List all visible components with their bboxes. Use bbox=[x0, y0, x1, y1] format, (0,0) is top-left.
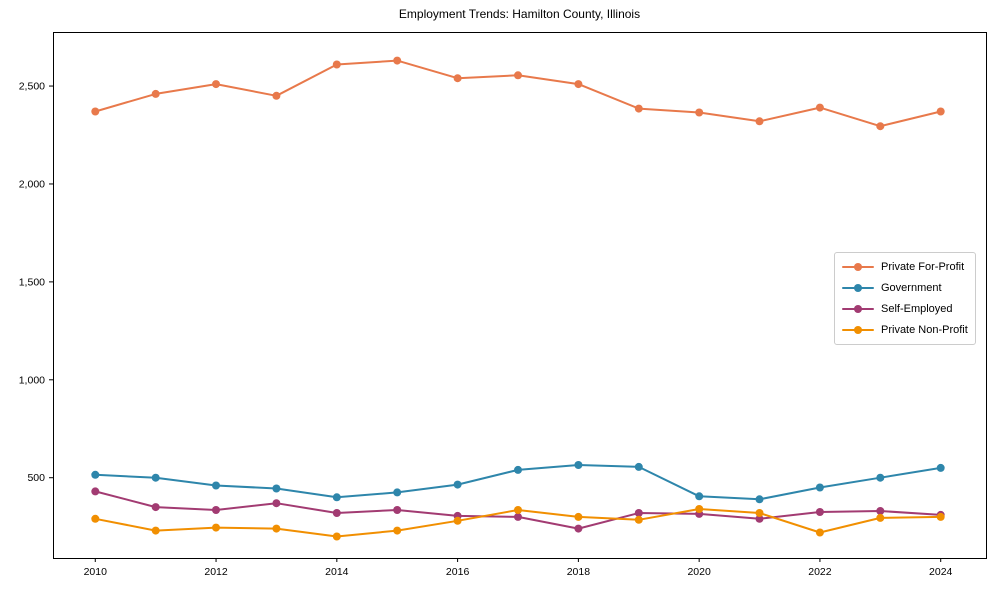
data-point bbox=[393, 506, 402, 514]
y-tick-label: 500 bbox=[27, 472, 45, 484]
data-point bbox=[91, 487, 100, 496]
data-point bbox=[574, 461, 583, 469]
series-private-for-profit bbox=[91, 56, 945, 131]
data-point bbox=[393, 56, 402, 65]
data-point bbox=[151, 526, 160, 535]
data-point bbox=[91, 470, 100, 479]
data-point bbox=[393, 488, 402, 497]
legend: Private For-Profit Government Self-Emplo… bbox=[834, 252, 976, 345]
data-point bbox=[453, 516, 462, 525]
data-point bbox=[212, 80, 220, 89]
data-point bbox=[514, 506, 522, 514]
legend-line-marker-icon bbox=[842, 283, 874, 293]
data-point bbox=[574, 80, 583, 89]
data-point bbox=[876, 513, 885, 522]
data-point bbox=[755, 495, 764, 504]
legend-item: Self-Employed bbox=[842, 303, 968, 315]
data-point bbox=[695, 505, 704, 513]
data-point bbox=[574, 512, 583, 521]
data-point bbox=[332, 60, 341, 69]
data-point bbox=[936, 512, 945, 521]
data-point bbox=[453, 74, 462, 83]
data-point bbox=[212, 523, 220, 532]
data-point bbox=[272, 484, 281, 493]
series-line bbox=[95, 59, 941, 128]
x-tick-label: 2018 bbox=[567, 566, 591, 578]
data-point bbox=[634, 515, 643, 524]
data-point bbox=[755, 514, 764, 523]
data-point bbox=[755, 509, 764, 517]
x-tick-label: 2016 bbox=[446, 566, 470, 578]
data-point bbox=[212, 506, 220, 514]
series-private-non-profit bbox=[91, 505, 945, 541]
data-point bbox=[332, 532, 341, 541]
data-point bbox=[815, 103, 824, 112]
legend-item: Private Non-Profit bbox=[842, 324, 968, 336]
legend-item: Government bbox=[842, 282, 968, 294]
data-point bbox=[936, 107, 945, 116]
legend-line-marker-icon bbox=[842, 325, 874, 335]
legend-line-marker-icon bbox=[842, 304, 874, 314]
data-point bbox=[815, 483, 824, 492]
x-tick-label: 2024 bbox=[929, 566, 953, 578]
axes-spines bbox=[53, 32, 987, 559]
series-self-employed bbox=[91, 487, 945, 533]
legend-label: Self-Employed bbox=[881, 302, 953, 315]
x-tick-label: 2010 bbox=[84, 566, 108, 578]
data-point bbox=[272, 499, 281, 508]
data-point bbox=[876, 507, 885, 515]
x-tick-label: 2012 bbox=[204, 566, 228, 578]
data-point bbox=[574, 524, 583, 533]
data-point bbox=[272, 524, 281, 533]
y-tick-label: 1,000 bbox=[19, 374, 45, 386]
data-point bbox=[514, 71, 522, 80]
data-point bbox=[151, 473, 160, 482]
y-tick-label: 2,000 bbox=[19, 178, 45, 190]
data-point bbox=[91, 107, 100, 116]
data-point bbox=[695, 108, 704, 117]
legend-label: Private For-Profit bbox=[881, 261, 965, 274]
y-tick-label: 2,500 bbox=[19, 81, 45, 93]
data-point bbox=[514, 512, 522, 521]
x-tick-label: 2020 bbox=[687, 566, 711, 578]
data-point bbox=[332, 509, 341, 517]
data-point bbox=[815, 508, 824, 516]
data-point bbox=[936, 463, 945, 472]
data-point bbox=[634, 509, 643, 517]
data-point bbox=[876, 122, 885, 131]
data-point bbox=[151, 503, 160, 512]
data-point bbox=[634, 104, 643, 113]
data-point bbox=[695, 492, 704, 501]
data-point bbox=[876, 473, 885, 482]
data-point bbox=[151, 89, 160, 98]
legend-label: Private Non-Profit bbox=[881, 323, 968, 336]
data-point bbox=[634, 462, 643, 471]
x-tick-label: 2022 bbox=[808, 566, 832, 578]
series-government bbox=[91, 461, 945, 504]
x-tick-label: 2014 bbox=[325, 566, 349, 578]
chart-title: Employment Trends: Hamilton County, Illi… bbox=[398, 7, 641, 21]
data-point bbox=[815, 528, 824, 537]
legend-item: Private For-Profit bbox=[842, 261, 968, 273]
data-point bbox=[332, 493, 341, 502]
data-point bbox=[514, 465, 522, 474]
data-point bbox=[453, 480, 462, 489]
y-tick-label: 1,500 bbox=[19, 276, 45, 288]
data-point bbox=[755, 117, 764, 126]
legend-line-marker-icon bbox=[842, 262, 874, 272]
data-point bbox=[91, 514, 100, 523]
data-point bbox=[212, 481, 220, 490]
legend-label: Government bbox=[881, 282, 942, 295]
data-point bbox=[393, 526, 402, 535]
data-point bbox=[272, 91, 281, 100]
